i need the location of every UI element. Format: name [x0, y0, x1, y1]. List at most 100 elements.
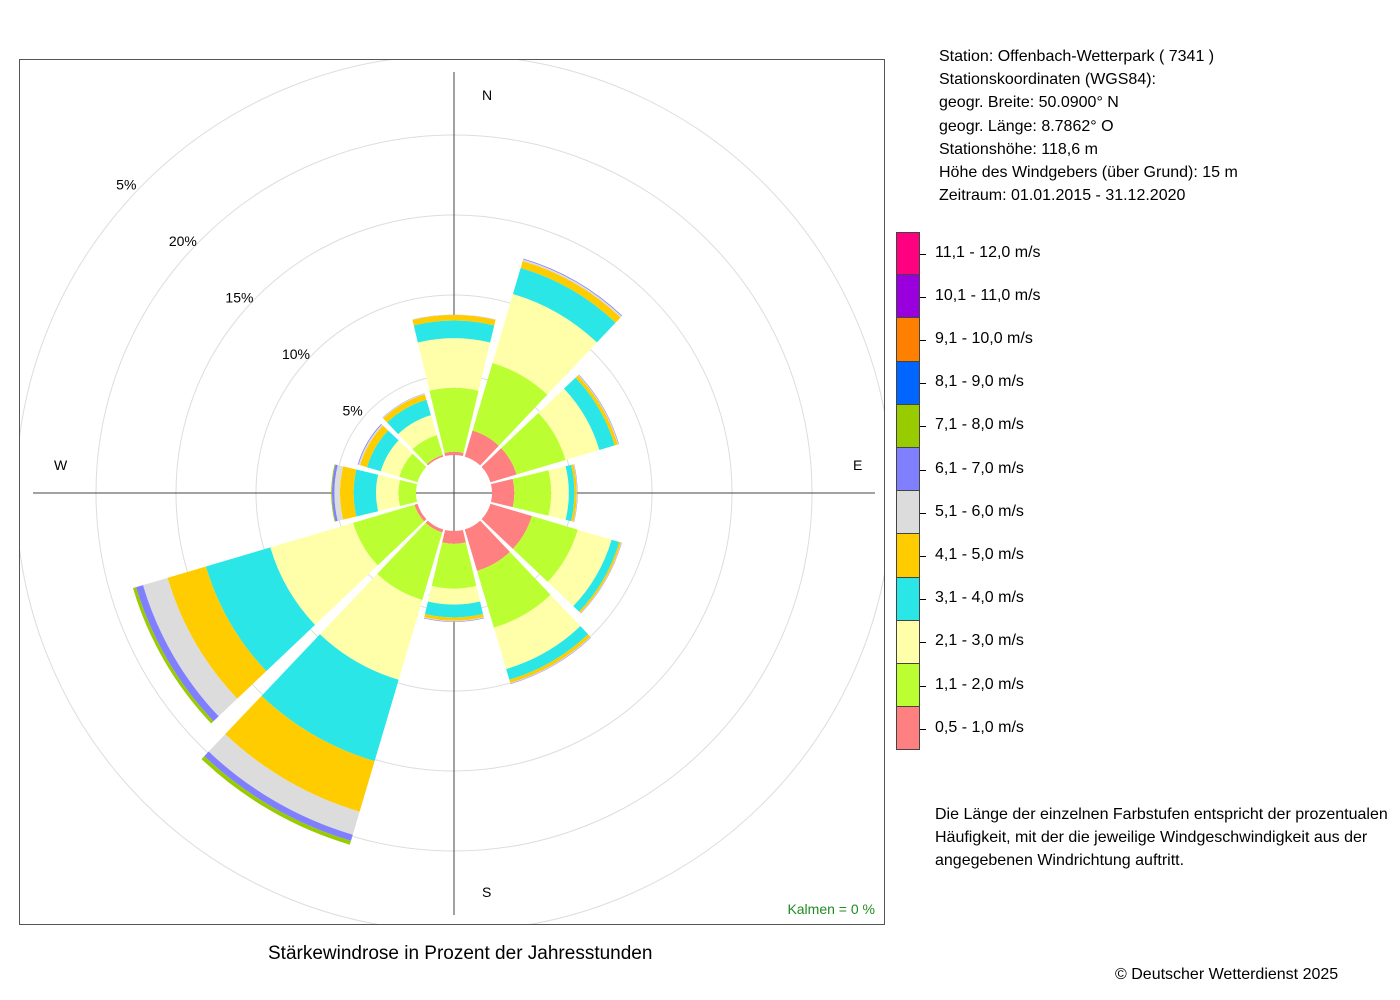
legend-swatch-3	[896, 620, 920, 664]
sector-90-class-7	[573, 464, 578, 522]
sector-210-class-4	[261, 634, 399, 762]
ring-label-3: 15%	[225, 289, 253, 305]
legend-tick-1	[920, 728, 926, 730]
direction-label-e: E	[853, 457, 862, 473]
sector-0-class-1	[444, 451, 464, 457]
legend-label-9: 8,1 - 9,0 m/s	[935, 373, 1024, 391]
sector-330-class-3	[398, 415, 437, 450]
sector-0-class-2	[429, 387, 479, 453]
sector-60-class-3	[538, 388, 600, 460]
legend-tick-3	[920, 642, 926, 644]
sector-0-class-5	[412, 315, 496, 326]
sector-210-class-3	[319, 573, 423, 680]
sector-30-class-3	[492, 293, 597, 395]
direction-label-w: W	[54, 457, 68, 473]
sector-240-class-3	[270, 522, 378, 625]
legend-label-3: 2,1 - 3,0 m/s	[935, 632, 1024, 650]
sector-90-class-5	[571, 464, 577, 522]
windrose-plot: 5% 10% 15% 20% 5% N E S W Kalmen = 0 %	[19, 59, 885, 925]
legend-label-4: 3,1 - 4,0 m/s	[935, 589, 1024, 607]
sector-90-class-3	[548, 466, 569, 520]
sector-60-class-4	[563, 377, 615, 450]
sector-210-class-1	[425, 520, 444, 533]
legend-tick-2	[920, 685, 926, 687]
legend-tick-11	[920, 296, 926, 298]
direction-label-s: S	[482, 884, 491, 900]
legend-swatch-6	[896, 491, 920, 535]
sector-0-class-7	[412, 314, 496, 320]
ring-label-2: 10%	[282, 346, 310, 362]
sector-150-class-1	[464, 520, 510, 571]
sector-60-class-2	[501, 412, 566, 475]
legend-swatch-10	[896, 318, 920, 362]
sector-0-class-4	[413, 320, 495, 343]
station-latitude: geogr. Breite: 50.0900° N	[939, 94, 1119, 112]
legend-label-1: 0,5 - 1,0 m/s	[935, 718, 1024, 736]
legend-tick-8	[920, 426, 926, 428]
sector-330-class-4	[387, 399, 431, 435]
sector-30-class-2	[472, 362, 548, 446]
sector-90-class-4	[565, 464, 575, 522]
station-name: Station: Offenbach-Wetterpark ( 7341 )	[939, 48, 1215, 65]
sector-60-class-5	[575, 375, 618, 446]
sector-150-class-5	[509, 634, 591, 683]
sector-90-class-6	[573, 464, 578, 522]
sector-270-class-2	[398, 480, 418, 506]
sector-0-class-3	[417, 338, 491, 391]
sector-330-class-5	[383, 394, 427, 423]
time-period: Zeitraum: 01.01.2015 - 31.12.2020	[939, 187, 1186, 205]
sector-240-class-4	[205, 547, 316, 672]
ring-label-1: 5%	[342, 403, 362, 419]
legend-note: Die Länge der einzelnen Farbstufen entsp…	[935, 806, 1388, 869]
sector-150-class-4	[506, 626, 589, 680]
legend-swatch-7	[896, 447, 920, 492]
kalmen-label: Kalmen = 0 %	[787, 901, 875, 917]
legend-label-10: 9,1 - 10,0 m/s	[935, 330, 1033, 347]
legend-tick-10	[920, 340, 926, 341]
legend-swatch-8	[896, 404, 920, 448]
sector-300-class-5	[360, 425, 389, 468]
legend-swatch-12	[896, 232, 920, 276]
legend-label-6: 5,1 - 6,0 m/s	[935, 502, 1024, 520]
legend-tick-6	[920, 512, 926, 514]
sector-120-class-1	[481, 503, 532, 549]
sector-210-class-6	[208, 734, 360, 835]
sector-150-class-3	[493, 594, 581, 670]
sector-270-class-7	[332, 464, 338, 522]
ring-label-5: 5%	[116, 176, 136, 192]
sector-270-class-3	[376, 474, 400, 512]
sector-0-class-6	[412, 314, 496, 320]
sector-120-class-3	[547, 529, 612, 607]
sensor-height: Höhe des Windgebers (über Grund): 15 m	[939, 164, 1238, 182]
sector-300-class-6	[358, 424, 383, 466]
legend-label-7: 6,1 - 7,0 m/s	[935, 459, 1024, 477]
station-coords-heading: Stationskoordinaten (WGS84):	[939, 71, 1156, 89]
sector-240-class-1	[414, 503, 427, 522]
legend-tick-5	[920, 556, 926, 557]
sector-210-class-7	[204, 751, 353, 841]
sector-30-class-4	[512, 267, 616, 343]
sector-240-class-2	[353, 504, 425, 566]
sector-180-class-6	[424, 617, 484, 622]
copyright: © Deutscher Wetterdienst 2025	[1115, 966, 1339, 983]
legend-swatch-5	[896, 534, 920, 578]
sector-60-class-1	[481, 448, 517, 483]
station-longitude: geogr. Länge: 8.7862° O	[939, 117, 1114, 135]
sector-240-class-5	[167, 566, 267, 699]
sector-150-class-2	[477, 551, 551, 628]
sector-210-class-5	[225, 695, 375, 812]
sector-180-class-1	[442, 529, 466, 544]
sector-270-class-8	[331, 464, 336, 522]
legend-swatch-9	[896, 361, 920, 405]
sector-180-class-3	[427, 585, 481, 605]
station-info: Station: Offenbach-Wetterpark ( 7341 ) S…	[939, 45, 1238, 207]
sector-30-class-5	[520, 260, 621, 323]
sector-210-class-2	[377, 522, 443, 601]
sector-180-class-7	[423, 617, 485, 622]
sector-270-class-4	[353, 469, 379, 517]
legend-label-2: 1,1 - 2,0 m/s	[935, 675, 1024, 693]
sector-180-class-5	[424, 613, 484, 621]
legend-tick-12	[920, 253, 926, 255]
sector-300-class-2	[399, 453, 427, 483]
legend-label-11: 10,1 - 11,0 m/s	[935, 286, 1041, 304]
